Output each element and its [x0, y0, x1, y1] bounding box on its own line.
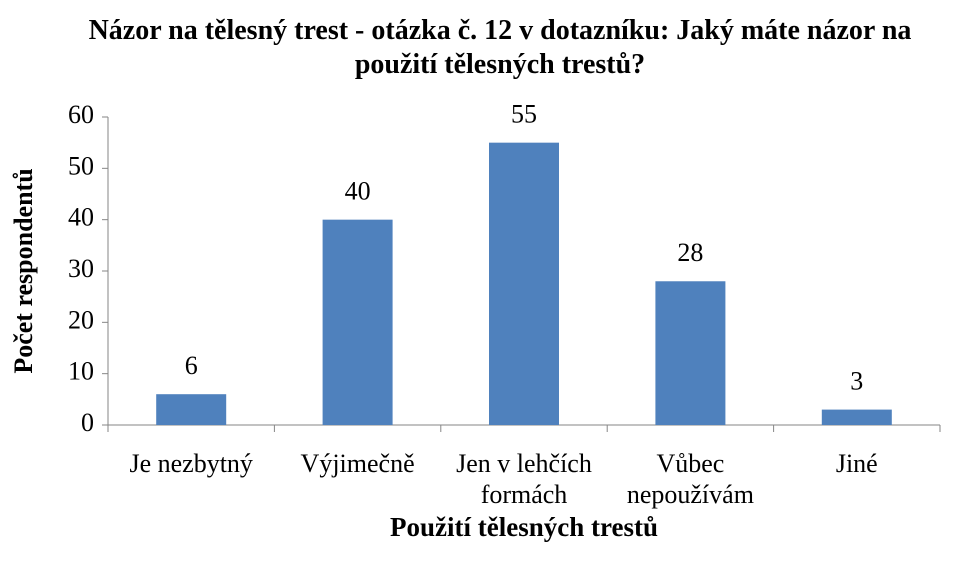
data-label: 40 — [345, 177, 371, 206]
y-tick-label: 30 — [68, 254, 94, 283]
data-label: 6 — [185, 351, 198, 380]
x-axis-title: Použití tělesných trestů — [390, 512, 658, 542]
bar — [322, 219, 393, 425]
data-label: 55 — [511, 100, 537, 129]
x-tick-label: Jen v lehčích formách — [456, 449, 592, 509]
x-tick-label: Je nezbytný — [129, 449, 253, 478]
x-tick-label: Vůbec nepoužívám — [626, 449, 754, 509]
y-tick-label: 40 — [68, 203, 94, 232]
y-axis-title: Počet respondentů — [9, 168, 38, 373]
bar — [156, 394, 227, 425]
data-label: 28 — [677, 238, 703, 267]
x-tick-label: Jiné — [835, 449, 878, 478]
y-tick-label: 10 — [68, 357, 94, 386]
y-tick-label: 20 — [68, 305, 94, 334]
bar — [821, 409, 892, 425]
y-tick-label: 50 — [68, 151, 94, 180]
y-tick-label: 0 — [81, 408, 94, 437]
data-label: 3 — [850, 367, 863, 396]
chart-title: Názor na tělesný trest - otázka č. 12 v … — [88, 15, 912, 80]
bar — [655, 281, 726, 425]
bar — [489, 142, 559, 425]
y-tick-label: 60 — [68, 100, 94, 129]
x-tick-label: Výjimečně — [300, 449, 415, 478]
